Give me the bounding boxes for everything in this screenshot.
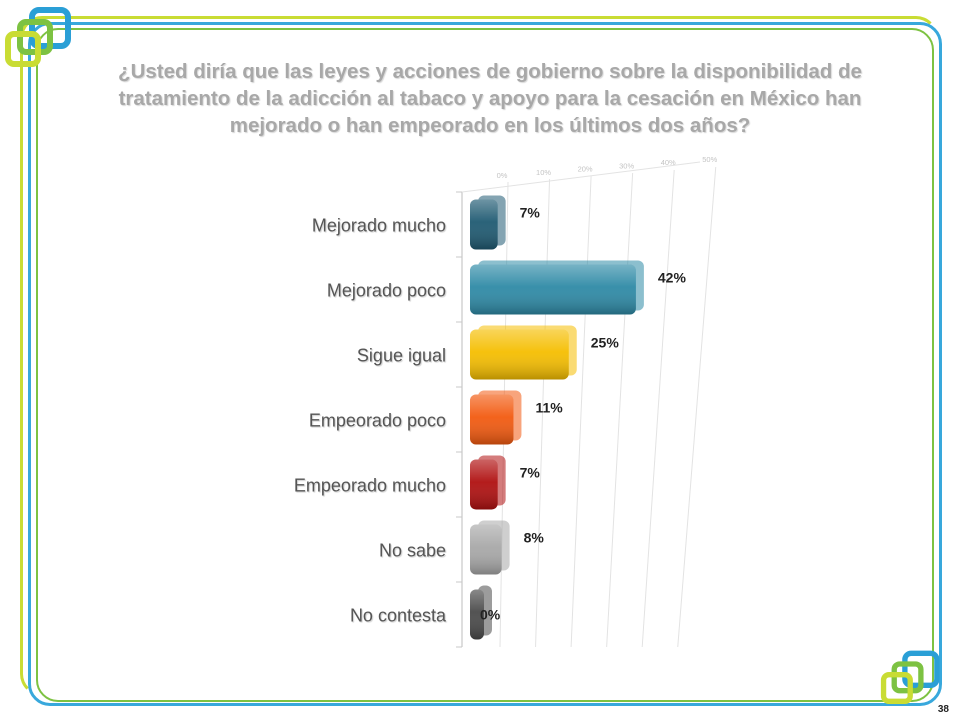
logo-icon-bottom bbox=[880, 650, 940, 704]
category-label: No sabe bbox=[379, 541, 446, 561]
gridline bbox=[535, 178, 551, 648]
title-line: ¿Usted diría que las leyes y acciones de… bbox=[118, 60, 862, 83]
category-label: Empeorado mucho bbox=[294, 476, 446, 496]
value-label: 42% bbox=[658, 270, 687, 286]
bar-shine bbox=[470, 329, 569, 380]
x-tick-label: 10% bbox=[536, 168, 551, 177]
bar-shine bbox=[470, 394, 514, 445]
page-number: 38 bbox=[937, 704, 949, 715]
x-tick-label: 30% bbox=[619, 161, 634, 170]
value-label: 11% bbox=[535, 400, 563, 416]
category-label: Mejorado poco bbox=[327, 281, 446, 301]
category-label: Sigue igual bbox=[357, 346, 446, 366]
bar-shine bbox=[470, 524, 502, 575]
bar-shine bbox=[470, 199, 498, 250]
gridline bbox=[606, 172, 634, 648]
x-tick-label: 40% bbox=[661, 158, 676, 167]
bar-shine bbox=[470, 589, 484, 640]
gridline-top bbox=[461, 161, 701, 193]
value-label: 0% bbox=[480, 607, 501, 623]
category-label: No contesta bbox=[350, 606, 447, 626]
value-label: 25% bbox=[591, 335, 620, 351]
logo-icon bbox=[5, 7, 71, 67]
x-tick-label: 20% bbox=[578, 165, 593, 174]
x-tick-label: 50% bbox=[702, 155, 717, 164]
value-label: 8% bbox=[524, 530, 545, 546]
gridline bbox=[677, 166, 717, 648]
frame-line-green bbox=[36, 28, 934, 702]
bar-shine bbox=[470, 264, 636, 315]
bar-shine bbox=[470, 459, 498, 510]
frame-line-blue bbox=[28, 22, 942, 706]
gridline bbox=[641, 169, 675, 648]
category-label: Mejorado mucho bbox=[312, 216, 446, 236]
gridline bbox=[570, 175, 592, 648]
title-line: mejorado o han empeorado en los últimos … bbox=[229, 114, 751, 137]
value-label: 7% bbox=[520, 465, 541, 481]
chart-title: ¿Usted diría que las leyes y acciones de… bbox=[90, 58, 890, 139]
x-tick-label: 0% bbox=[497, 171, 508, 180]
category-label: Empeorado poco bbox=[309, 411, 446, 431]
frame-line-lime bbox=[20, 16, 938, 696]
title-line: tratamiento de la adicción al tabaco y a… bbox=[118, 87, 862, 110]
value-label: 7% bbox=[520, 205, 541, 221]
